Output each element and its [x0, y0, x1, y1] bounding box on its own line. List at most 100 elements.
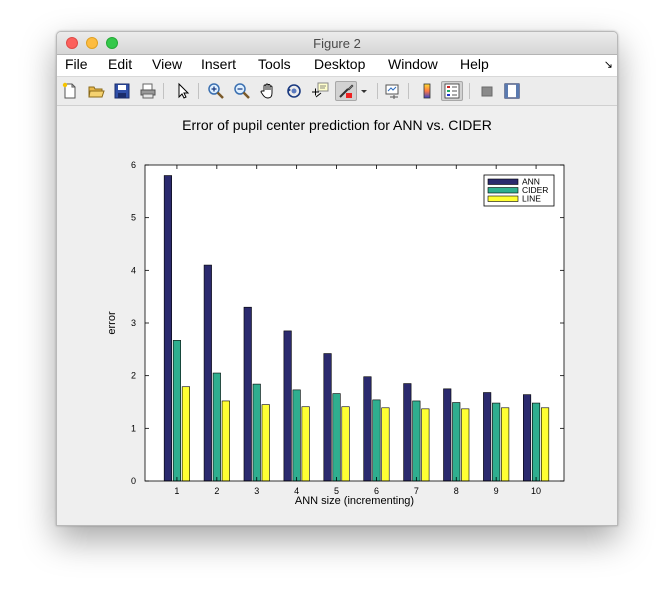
- bar-chart[interactable]: Error of pupil center prediction for ANN…: [57, 106, 617, 525]
- y-tick-label: 1: [131, 423, 136, 433]
- menu-help[interactable]: Help: [460, 56, 489, 72]
- hide-plot-tools-icon[interactable]: [478, 82, 496, 100]
- bar-cider-6[interactable]: [372, 399, 381, 482]
- bars-group: [163, 175, 550, 482]
- x-tick-label: 8: [454, 486, 459, 496]
- x-tick-label: 6: [374, 486, 379, 496]
- bar-line-1[interactable]: [181, 386, 190, 482]
- bar-line-4[interactable]: [301, 406, 310, 482]
- menu-bar: File Edit View Insert Tools Desktop Wind…: [57, 55, 617, 77]
- bar-cider-7[interactable]: [412, 400, 421, 482]
- bar-ann-2[interactable]: [203, 264, 212, 482]
- toolbar-separator: [163, 83, 164, 99]
- bar-line-7[interactable]: [421, 408, 430, 482]
- brush-dropdown-icon[interactable]: [359, 82, 369, 100]
- bar-cider-4[interactable]: [292, 389, 301, 482]
- x-tick-label: 2: [214, 486, 219, 496]
- show-plot-tools-icon[interactable]: [503, 82, 521, 100]
- bar-cider-5[interactable]: [332, 393, 341, 482]
- x-tick-label: 1: [174, 486, 179, 496]
- figure-window: Figure 2 File Edit View Insert Tools Des…: [56, 31, 618, 526]
- x-tick-label: 5: [334, 486, 339, 496]
- bar-line-2[interactable]: [221, 400, 230, 482]
- legend-label-line: LINE: [522, 194, 541, 204]
- y-tick-label: 2: [131, 371, 136, 381]
- toolbar-dock-arrow-icon[interactable]: ↘: [603, 59, 613, 71]
- bar-line-10[interactable]: [541, 407, 550, 482]
- legend-swatch-line: [487, 195, 519, 202]
- bar-line-8[interactable]: [461, 408, 470, 482]
- bar-ann-8[interactable]: [443, 388, 452, 482]
- bar-ann-5[interactable]: [323, 353, 332, 482]
- data-cursor-icon[interactable]: [311, 82, 329, 100]
- colorbar-icon[interactable]: [418, 82, 436, 100]
- zoom-out-icon[interactable]: [233, 82, 251, 100]
- window-title: Figure 2: [313, 36, 361, 51]
- bar-ann-10[interactable]: [523, 394, 532, 482]
- pan-hand-icon[interactable]: [259, 82, 277, 100]
- title-bar[interactable]: Figure 2: [57, 32, 617, 55]
- chart-title: Error of pupil center prediction for ANN…: [182, 117, 492, 133]
- close-window-button[interactable]: [66, 37, 78, 49]
- select-arrow-icon[interactable]: [174, 82, 192, 100]
- y-tick-label: 3: [131, 318, 136, 328]
- menu-insert[interactable]: Insert: [201, 56, 237, 72]
- bar-line-6[interactable]: [381, 407, 390, 482]
- bar-line-5[interactable]: [341, 406, 350, 482]
- toolbar-separator: [469, 83, 470, 99]
- legend-label-ann: ANN: [522, 177, 540, 187]
- zoom-in-icon[interactable]: [207, 82, 225, 100]
- bar-ann-6[interactable]: [363, 376, 372, 482]
- bar-ann-1[interactable]: [163, 175, 172, 482]
- link-plot-icon[interactable]: [384, 82, 402, 100]
- rotate-3d-icon[interactable]: [285, 82, 303, 100]
- open-file-icon[interactable]: [87, 82, 105, 100]
- legend-button[interactable]: [441, 81, 463, 101]
- bar-ann-4[interactable]: [283, 330, 292, 482]
- figure-toolbar: [57, 77, 617, 106]
- x-tick-label: 10: [531, 486, 541, 496]
- legend-icon: [444, 83, 460, 99]
- menu-edit[interactable]: Edit: [108, 56, 133, 72]
- menu-window[interactable]: Window: [388, 56, 438, 72]
- legend-swatch-cider: [487, 187, 519, 194]
- save-icon[interactable]: [113, 82, 131, 100]
- minimize-window-button[interactable]: [86, 37, 98, 49]
- y-tick-label: 5: [131, 213, 136, 223]
- bar-line-9[interactable]: [501, 407, 510, 482]
- bar-cider-9[interactable]: [492, 402, 501, 482]
- new-figure-icon[interactable]: [61, 82, 79, 100]
- bar-line-3[interactable]: [261, 404, 270, 482]
- brush-icon: [339, 84, 354, 98]
- x-tick-label: 3: [254, 486, 259, 496]
- menu-desktop[interactable]: Desktop: [314, 56, 366, 72]
- bar-cider-2[interactable]: [212, 372, 221, 482]
- legend-swatch-ann: [487, 178, 519, 185]
- bar-cider-3[interactable]: [252, 383, 261, 482]
- bar-ann-9[interactable]: [483, 392, 492, 482]
- x-axis-label: ANN size (incrementing): [295, 495, 414, 507]
- y-axis-label: error: [106, 311, 118, 335]
- x-tick-label: 4: [294, 486, 299, 496]
- menu-file[interactable]: File: [65, 56, 88, 72]
- y-tick-label: 6: [131, 160, 136, 170]
- menu-tools[interactable]: Tools: [258, 56, 291, 72]
- x-tick-label: 9: [494, 486, 499, 496]
- figure-canvas: Error of pupil center prediction for ANN…: [57, 106, 617, 525]
- y-tick-label: 4: [131, 265, 136, 275]
- bar-cider-10[interactable]: [532, 402, 541, 482]
- legend-label-cider: CIDER: [522, 185, 548, 195]
- toolbar-separator: [408, 83, 409, 99]
- menu-view[interactable]: View: [152, 56, 183, 72]
- bar-ann-7[interactable]: [403, 383, 412, 482]
- brush-button[interactable]: [335, 81, 357, 101]
- bar-cider-8[interactable]: [452, 402, 461, 482]
- x-tick-label: 7: [414, 486, 419, 496]
- print-icon[interactable]: [139, 82, 157, 100]
- toolbar-separator: [198, 83, 199, 99]
- bar-cider-1[interactable]: [172, 340, 181, 482]
- toolbar-separator: [377, 83, 378, 99]
- maximize-window-button[interactable]: [106, 37, 118, 49]
- bar-ann-3[interactable]: [243, 306, 252, 482]
